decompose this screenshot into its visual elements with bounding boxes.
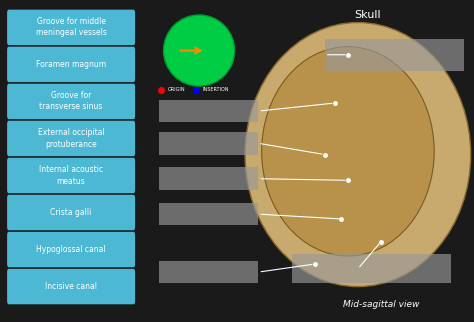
Ellipse shape [262, 47, 434, 256]
Text: Hypoglossal canal: Hypoglossal canal [36, 245, 106, 254]
Text: Incisive canal: Incisive canal [45, 282, 97, 291]
FancyBboxPatch shape [7, 10, 135, 45]
FancyBboxPatch shape [7, 121, 135, 156]
FancyBboxPatch shape [159, 261, 258, 283]
FancyBboxPatch shape [7, 269, 135, 304]
Text: Skull: Skull [355, 10, 381, 20]
Text: Groove for
transverse sinus: Groove for transverse sinus [39, 91, 103, 111]
Text: External occipital
protuberance: External occipital protuberance [38, 128, 104, 148]
Text: Groove for middle
meningeal vessels: Groove for middle meningeal vessels [36, 17, 107, 37]
FancyBboxPatch shape [159, 203, 258, 225]
FancyBboxPatch shape [7, 232, 135, 267]
Ellipse shape [164, 15, 235, 86]
Text: Crista galli: Crista galli [50, 208, 92, 217]
FancyBboxPatch shape [292, 254, 451, 283]
Ellipse shape [245, 23, 471, 287]
FancyBboxPatch shape [7, 195, 135, 230]
Text: Foramen magnum: Foramen magnum [36, 60, 106, 69]
Text: ORIGIN: ORIGIN [168, 87, 185, 92]
FancyBboxPatch shape [7, 158, 135, 193]
FancyBboxPatch shape [159, 132, 258, 155]
FancyBboxPatch shape [159, 167, 258, 190]
FancyBboxPatch shape [325, 39, 464, 71]
Text: Internal acoustic
meatus: Internal acoustic meatus [39, 166, 103, 185]
FancyBboxPatch shape [7, 47, 135, 82]
FancyBboxPatch shape [7, 84, 135, 119]
Text: INSERTION: INSERTION [203, 87, 229, 92]
FancyBboxPatch shape [159, 100, 258, 122]
Text: Mid-sagittal view: Mid-sagittal view [343, 300, 419, 309]
